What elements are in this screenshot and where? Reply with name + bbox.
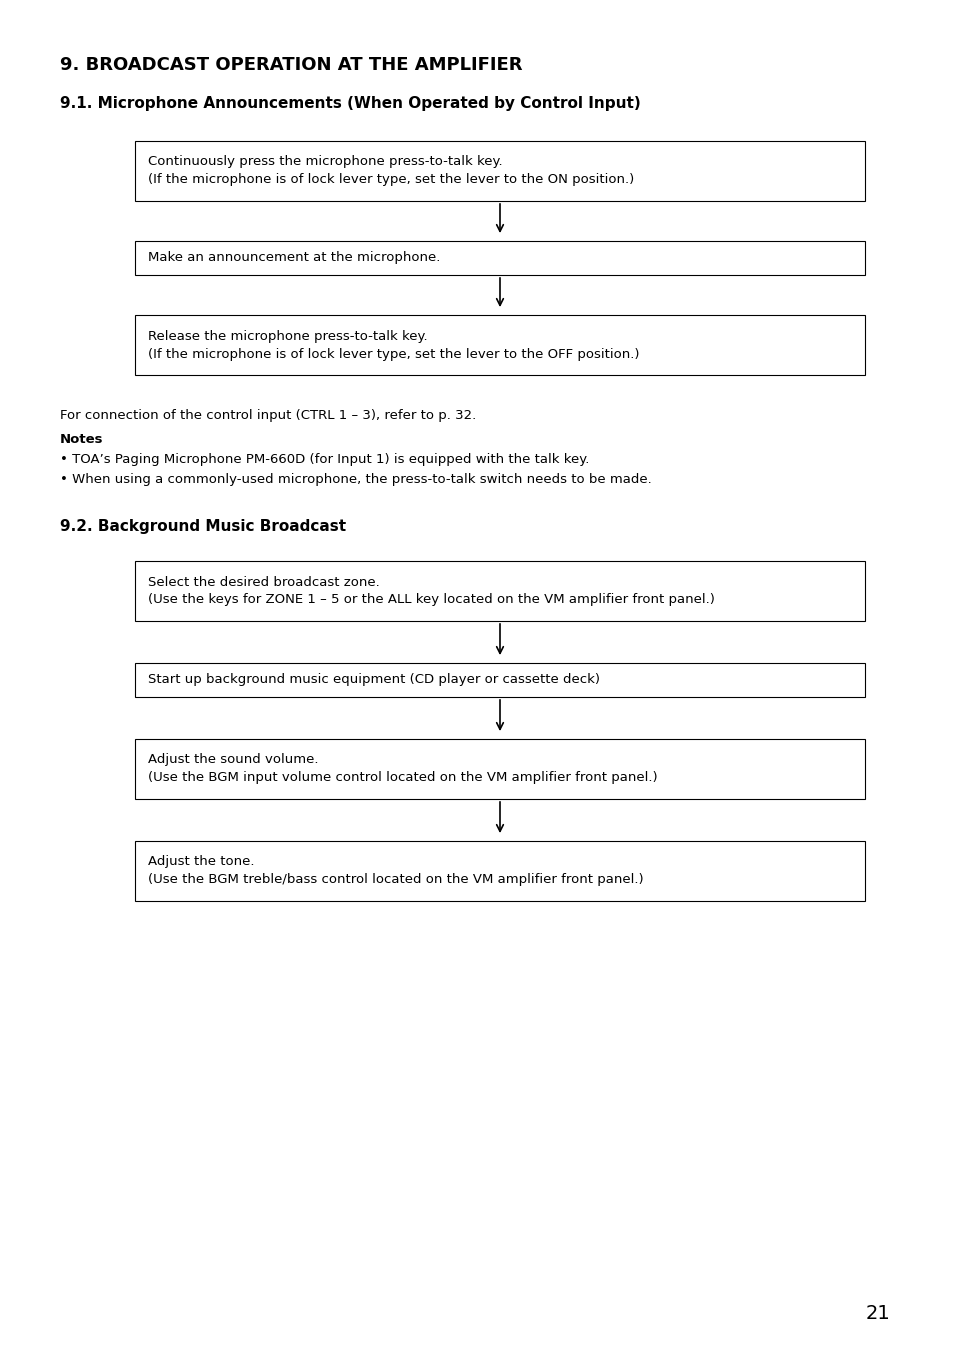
Text: 21: 21	[864, 1304, 889, 1323]
Bar	[135, 663, 864, 697]
Bar	[135, 842, 864, 901]
Bar	[135, 739, 864, 798]
Text: Continuously press the microphone press-to-talk key.
(If the microphone is of lo: Continuously press the microphone press-…	[148, 155, 634, 186]
Text: 9.1. Microphone Announcements (When Operated by Control Input): 9.1. Microphone Announcements (When Oper…	[60, 96, 640, 111]
Text: Release the microphone press-to-talk key.
(If the microphone is of lock lever ty: Release the microphone press-to-talk key…	[148, 330, 639, 361]
Text: • When using a commonly-used microphone, the press-to-talk switch needs to be ma: • When using a commonly-used microphone,…	[60, 473, 651, 486]
Text: Start up background music equipment (CD player or cassette deck): Start up background music equipment (CD …	[148, 674, 599, 686]
Text: • TOA’s Paging Microphone PM-660D (for Input 1) is equipped with the talk key.: • TOA’s Paging Microphone PM-660D (for I…	[60, 453, 589, 466]
Text: Notes: Notes	[60, 434, 103, 446]
Text: Adjust the tone.
(Use the BGM treble/bass control located on the VM amplifier fr: Adjust the tone. (Use the BGM treble/bas…	[148, 855, 643, 886]
Bar	[135, 240, 864, 276]
Text: Adjust the sound volume.
(Use the BGM input volume control located on the VM amp: Adjust the sound volume. (Use the BGM in…	[148, 754, 657, 785]
Bar	[135, 561, 864, 621]
Text: Make an announcement at the microphone.: Make an announcement at the microphone.	[148, 251, 440, 265]
Text: Select the desired broadcast zone.
(Use the keys for ZONE 1 – 5 or the ALL key l: Select the desired broadcast zone. (Use …	[148, 576, 714, 607]
Bar	[135, 141, 864, 201]
Bar	[135, 315, 864, 376]
Text: For connection of the control input (CTRL 1 – 3), refer to p. 32.: For connection of the control input (CTR…	[60, 409, 476, 422]
Text: 9. BROADCAST OPERATION AT THE AMPLIFIER: 9. BROADCAST OPERATION AT THE AMPLIFIER	[60, 55, 522, 74]
Text: 9.2. Background Music Broadcast: 9.2. Background Music Broadcast	[60, 519, 346, 534]
